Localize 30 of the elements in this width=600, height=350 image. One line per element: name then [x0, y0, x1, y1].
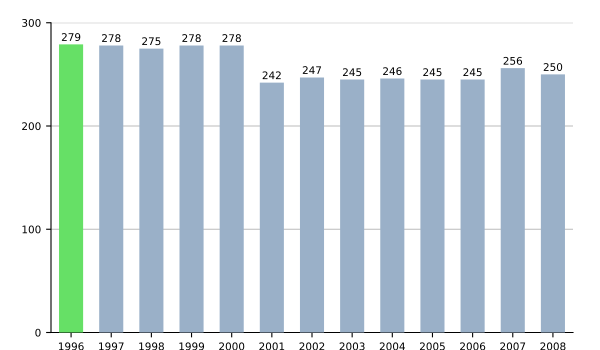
- x-tick-label: 1999: [179, 342, 204, 350]
- y-tick-label: 0: [35, 328, 41, 337]
- data-label: 242: [262, 71, 281, 80]
- x-tick-label: 2001: [259, 342, 284, 350]
- x-tick-label: 2003: [340, 342, 365, 350]
- x-tick-label: 2002: [300, 342, 324, 350]
- data-label: 278: [102, 34, 120, 42]
- x-tick-label: 2008: [540, 342, 566, 350]
- x-tick-label: 1996: [58, 342, 84, 350]
- x-tick-label: 2006: [460, 342, 486, 350]
- data-label: 279: [62, 33, 80, 42]
- data-label: 278: [182, 34, 201, 42]
- x-tick-label: 1998: [139, 342, 164, 350]
- x-tick-label: 2005: [420, 342, 445, 350]
- data-label: 245: [342, 68, 362, 76]
- data-label: 275: [142, 37, 160, 46]
- data-label: 246: [383, 67, 402, 76]
- data-label: 256: [504, 56, 522, 65]
- data-label: 278: [222, 34, 241, 42]
- x-tick-label: 2007: [500, 342, 526, 350]
- data-label: 247: [302, 66, 322, 74]
- y-tick-label: 100: [22, 225, 41, 234]
- x-tick-label: 1997: [99, 342, 124, 350]
- y-tick-label: 200: [22, 122, 41, 130]
- x-tick-label: 2000: [219, 342, 244, 350]
- data-label: 245: [423, 68, 442, 76]
- x-tick-label: 2004: [380, 342, 405, 350]
- y-tick-label: 300: [22, 18, 41, 27]
- data-label: 250: [544, 63, 562, 71]
- data-label: 245: [463, 68, 482, 76]
